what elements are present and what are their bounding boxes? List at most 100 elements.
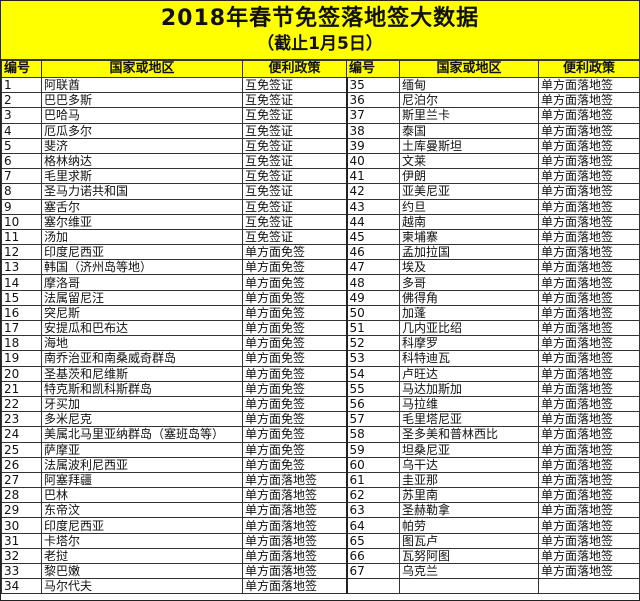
table-row: 18 海地 单方面免签 52 科摩罗 单方面落地签 [1,335,640,352]
cell-country: 巴巴多斯 [41,92,243,109]
cell-policy: 单方面落地签 [538,411,640,428]
cell-country: 几内亚比绍 [399,319,539,337]
table-row: 27 阿塞拜疆 单方面落地签 61 圭亚那 单方面落地签 [1,471,640,489]
cell-country: 印度尼西亚 [41,244,243,261]
cell-num: 66 [345,547,400,565]
cell-policy: 互免签证 [242,228,347,246]
cell-policy: 单方面免签 [242,304,347,322]
cell-num: 12 [1,244,42,261]
cell-policy: 单方面落地签 [538,152,640,170]
cell-num: 2 [1,92,42,109]
cell-num: 62 [345,487,400,504]
cell-num: 11 [1,228,42,246]
cell-country: 塞舌尔 [41,198,243,215]
cell-policy: 互免签证 [242,152,347,170]
cell-country: 特克斯和凯科斯群岛 [41,380,243,397]
cell-num: 37 [345,107,400,124]
cell-num: 46 [345,244,400,261]
cell-country: 坦桑尼亚 [399,441,539,458]
table-row: 16 突尼斯 单方面免签 50 加蓬 单方面落地签 [1,304,640,322]
cell-country: 马达加斯加 [399,380,539,397]
cell-policy: 单方面落地签 [242,578,347,595]
cell-country: 美属北马里亚纳群岛（塞班岛等） [41,426,243,443]
cell-policy: 单方面落地签 [538,335,640,352]
cell-num: 43 [345,198,400,215]
cell-country: 巴哈马 [41,107,243,124]
cell-policy: 单方面落地签 [242,471,347,489]
cell-policy: 单方面落地签 [538,198,640,215]
cell-country: 黎巴嫩 [41,562,243,580]
table-row: 17 安提瓜和巴布达 单方面免签 51 几内亚比绍 单方面落地签 [1,319,640,337]
cell-policy [538,578,640,595]
table-subtitle: （截止1月5日） [257,34,383,54]
cell-country: 卡塔尔 [41,532,243,549]
cell-policy: 单方面免签 [242,380,347,397]
cell-policy: 单方面免签 [242,319,347,337]
cell-num: 57 [345,411,400,428]
cell-country: 东帝汶 [41,502,243,519]
table-row: 11 汤加 互免签证 45 柬埔寨 单方面落地签 [1,228,640,246]
table-row: 29 东帝汶 单方面落地签 63 圣赫勒拿 单方面落地签 [1,502,640,519]
cell-policy: 单方面免签 [242,365,347,382]
cell-num: 33 [1,562,42,580]
cell-country: 毛里塔尼亚 [399,411,539,428]
cell-num: 13 [1,259,42,276]
cell-num: 15 [1,289,42,306]
cell-policy: 单方面免签 [242,289,347,306]
cell-policy: 单方面免签 [242,456,347,473]
cell-policy: 单方面落地签 [538,137,640,154]
cell-country: 安提瓜和巴布达 [41,319,243,337]
cell-policy: 互免签证 [242,198,347,215]
cell-policy: 单方面免签 [242,244,347,261]
cell-country: 汤加 [41,228,243,246]
cell-num: 34 [1,578,42,595]
cell-country: 伊朗 [399,168,539,185]
cell-num: 55 [345,380,400,397]
table-row: 12 印度尼西亚 单方面免签 46 孟加拉国 单方面落地签 [1,244,640,261]
cell-policy: 单方面落地签 [538,289,640,306]
table-row: 20 圣基茨和尼维斯 单方面免签 54 卢旺达 单方面落地签 [1,365,640,382]
cell-num: 63 [345,502,400,519]
cell-country: 老挝 [41,547,243,565]
cell-country: 法属留尼汪 [41,289,243,306]
cell-policy: 单方面落地签 [538,122,640,139]
table-row: 21 特克斯和凯科斯群岛 单方面免签 55 马达加斯加 单方面落地签 [1,380,640,397]
table-title: 2018年春节免签落地签大数据 [160,6,480,31]
table-row: 7 毛里求斯 互免签证 41 伊朗 单方面落地签 [1,168,640,185]
cell-policy: 单方面落地签 [538,183,640,200]
cell-num: 7 [1,168,42,185]
cell-policy: 互免签证 [242,76,347,94]
cell-policy: 单方面落地签 [538,517,640,534]
table-row: 24 美属北马里亚纳群岛（塞班岛等） 单方面免签 58 圣多美和普林西比 单方面落地签 [1,426,640,443]
cell-policy: 互免签证 [242,122,347,139]
table-row: 8 圣马力诺共和国 互免签证 42 亚美尼亚 单方面落地签 [1,183,640,200]
cell-country: 圣马力诺共和国 [41,183,243,200]
cell-policy: 单方面落地签 [538,441,640,458]
table-body: 1 阿联酋 互免签证 35 缅甸 单方面落地签 2 巴巴多斯 互免签证 36 尼泊尔 单方面落地签 3 巴… [1,76,640,595]
cell-country: 亚美尼亚 [399,183,539,200]
cell-country: 柬埔寨 [399,228,539,246]
cell-policy: 互免签证 [242,92,347,109]
cell-country: 泰国 [399,122,539,139]
cell-country: 斯里兰卡 [399,107,539,124]
cell-num: 51 [345,319,400,337]
cell-num: 17 [1,319,42,337]
cell-num: 21 [1,380,42,397]
cell-policy: 单方面落地签 [538,471,640,489]
cell-num: 45 [345,228,400,246]
cell-country: 苏里南 [399,487,539,504]
cell-country: 加蓬 [399,304,539,322]
header-policy: 便利政策 [538,60,640,78]
cell-country: 文莱 [399,152,539,170]
cell-num: 47 [345,259,400,276]
table-row: 23 多米尼克 单方面免签 57 毛里塔尼亚 单方面落地签 [1,411,640,428]
cell-num: 36 [345,92,400,109]
cell-country: 阿塞拜疆 [41,471,243,489]
cell-country: 科摩罗 [399,335,539,352]
cell-country: 埃及 [399,259,539,276]
cell-num: 41 [345,168,400,185]
cell-num: 28 [1,487,42,504]
cell-policy: 单方面落地签 [538,76,640,94]
cell-num [345,578,400,595]
cell-num: 27 [1,471,42,489]
